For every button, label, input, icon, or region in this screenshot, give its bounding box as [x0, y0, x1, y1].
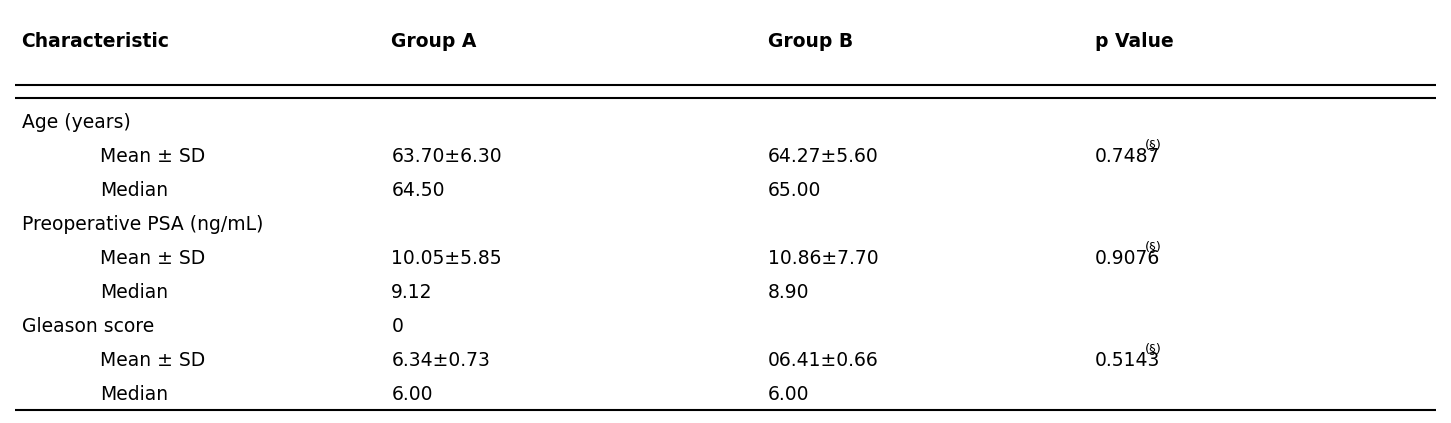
- Text: 0.7487: 0.7487: [1096, 147, 1161, 166]
- Text: Gleason score: Gleason score: [22, 317, 154, 336]
- Text: Age (years): Age (years): [22, 113, 131, 132]
- Text: Group B: Group B: [768, 32, 853, 51]
- Text: 64.50: 64.50: [392, 181, 445, 200]
- Text: 0.5143: 0.5143: [1096, 351, 1161, 370]
- Text: 10.86±7.70: 10.86±7.70: [768, 249, 879, 268]
- Text: 64.27±5.60: 64.27±5.60: [768, 147, 879, 166]
- Text: Mean ± SD: Mean ± SD: [100, 351, 205, 370]
- Text: 65.00: 65.00: [768, 181, 821, 200]
- Text: 9.12: 9.12: [392, 283, 432, 302]
- Text: Median: Median: [100, 385, 168, 404]
- Text: (§): (§): [1145, 342, 1162, 355]
- Text: Median: Median: [100, 181, 168, 200]
- Text: Group A: Group A: [392, 32, 477, 51]
- Text: Characteristic: Characteristic: [22, 32, 170, 51]
- Text: 8.90: 8.90: [768, 283, 810, 302]
- Text: 6.00: 6.00: [392, 385, 432, 404]
- Text: 0.9076: 0.9076: [1096, 249, 1161, 268]
- Text: 0: 0: [392, 317, 403, 336]
- Text: Mean ± SD: Mean ± SD: [100, 147, 205, 166]
- Text: Median: Median: [100, 283, 168, 302]
- Text: Mean ± SD: Mean ± SD: [100, 249, 205, 268]
- Text: 6.00: 6.00: [768, 385, 810, 404]
- Text: 6.34±0.73: 6.34±0.73: [392, 351, 490, 370]
- Text: 63.70±6.30: 63.70±6.30: [392, 147, 502, 166]
- Text: 06.41±0.66: 06.41±0.66: [768, 351, 879, 370]
- Text: Preoperative PSA (ng/mL): Preoperative PSA (ng/mL): [22, 215, 263, 234]
- Text: p Value: p Value: [1096, 32, 1174, 51]
- Text: (§): (§): [1145, 240, 1162, 253]
- Text: 10.05±5.85: 10.05±5.85: [392, 249, 502, 268]
- Text: (§): (§): [1145, 138, 1162, 151]
